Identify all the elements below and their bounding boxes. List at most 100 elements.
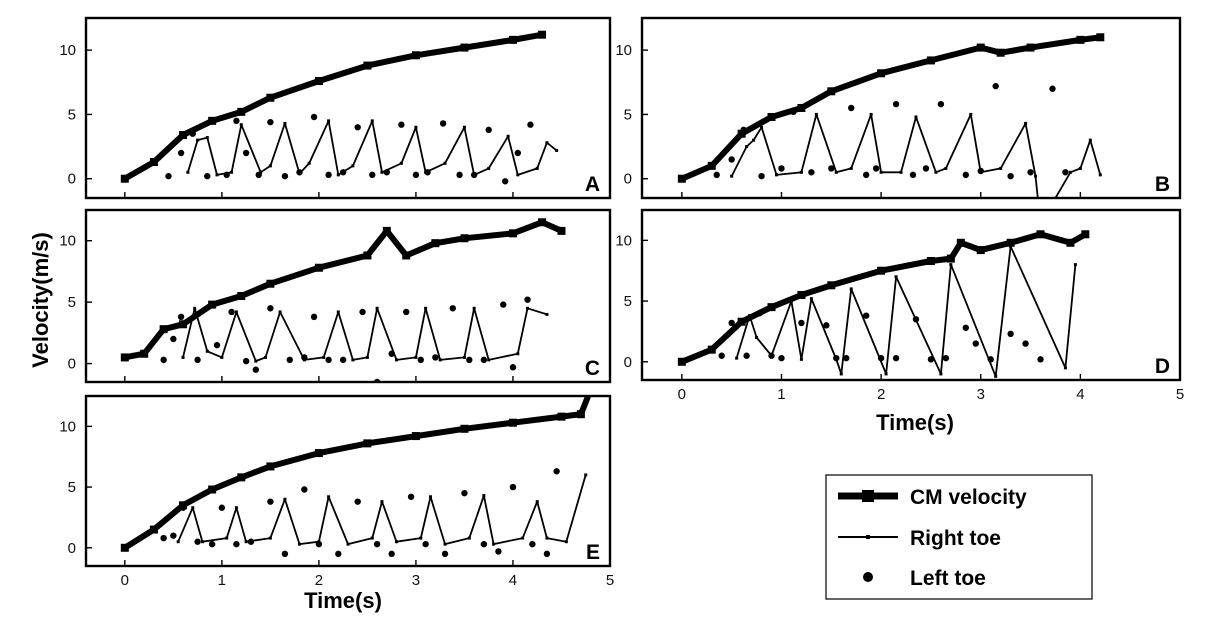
right-toe-point [462,125,466,129]
right-toe-line [182,307,548,363]
left-toe-point [267,498,274,505]
cm-velocity-point [363,61,372,70]
left-toe-point [441,550,449,558]
left-toe-point [543,550,551,558]
cm-velocity-point [1036,230,1045,239]
left-toe-point [267,118,274,126]
cm-velocity-point [363,251,372,260]
left-toe-point [909,171,917,179]
right-toe-point [949,263,953,267]
legend-label-right: Right toe [910,527,1001,550]
left-toe-point [354,124,361,131]
left-toe-point [843,354,850,362]
left-toe-point [369,171,376,179]
right-toe-point [814,112,818,116]
left-toe-point [223,171,230,179]
cm-velocity-point [460,43,469,52]
legend-label-cm: CM velocity [910,486,1027,509]
left-toe-point [296,169,303,176]
left-toe-point [422,540,429,548]
left-toe-point [718,352,725,359]
left-toe-point [833,354,840,362]
right-toe-point [545,141,549,145]
left-toe-point [553,468,560,475]
x-tick-label: 5 [1176,386,1184,403]
right-toe-point [375,306,379,310]
right-toe-point [545,536,549,540]
right-toe-point [1073,263,1077,267]
left-toe-point [502,178,509,185]
cm-velocity-point [1081,230,1090,239]
panel-b: 0 5 10 B [615,16,1182,200]
left-toe-point [160,356,167,364]
cm-velocity-point [956,238,965,247]
left-toe-point [962,324,969,331]
y-tick-label: 5 [68,294,76,311]
cm-velocity-point [508,418,517,427]
left-toe-point [743,352,750,359]
cm-velocity-point [1076,35,1085,44]
left-toe-point [373,540,381,548]
right-toe-point [419,536,423,540]
right-toe-point [472,306,476,310]
left-toe-point [470,171,478,179]
right-toe-point [424,306,428,310]
right-toe-point [336,173,340,177]
left-toe-point [398,121,405,128]
right-toe-point [380,170,384,174]
left-toe-point [977,167,984,175]
right-toe-point [1024,121,1028,125]
cm-velocity-line [121,31,546,182]
right-toe-point [521,536,525,540]
right-toe-point [297,542,301,546]
left-toe-point [310,113,318,121]
right-toe-point [307,161,311,165]
cm-velocity-point [707,161,716,170]
left-toe-point [942,354,950,362]
left-toe-point [252,366,260,373]
left-toe-point [992,82,999,90]
right-toe-point [336,310,340,314]
left-toe-point [325,356,332,364]
left-toe-point [500,301,507,308]
right-toe-point [1034,174,1038,178]
panel-plot-area [120,30,559,185]
right-toe-point [278,310,282,314]
panel-letter: D [1155,355,1170,378]
right-toe-point [755,336,759,339]
left-toe-point [524,296,531,303]
cm-velocity-point [237,107,246,116]
right-toe-point [899,170,903,174]
cm-velocity-point [120,174,129,183]
right-toe-point [283,121,287,125]
left-toe-point [937,100,945,108]
left-toe-point [461,489,468,497]
left-toe-point [527,121,534,128]
left-toe-point [228,308,235,316]
right-toe-point [283,497,287,501]
cm-velocity-point [737,317,746,326]
left-toe-point [424,169,431,176]
right-toe-point [268,536,272,540]
left-toe-point [194,356,201,364]
left-toe-point [388,550,395,558]
left-toe-point [892,354,900,362]
x-tick-label: 1 [777,386,785,403]
left-toe-point [189,130,196,137]
x-axis-label-bottom: Time(s) [304,588,382,613]
right-toe-point [322,355,326,359]
right-toe-point [1088,138,1092,142]
y-tick-label: 10 [615,42,632,59]
panel-letter: C [585,357,600,380]
left-toe-point [1007,172,1014,180]
left-toe-point [213,341,221,349]
left-toe-point [373,378,381,382]
left-toe-point [790,108,797,116]
x-tick-label: 3 [412,572,420,589]
cm-velocity-point [576,410,585,419]
cm-velocity-point [1096,33,1105,42]
left-toe-point [778,165,785,172]
right-toe-line [187,120,558,176]
cm-velocity-point [266,93,275,102]
cm-velocity-point [140,349,149,358]
